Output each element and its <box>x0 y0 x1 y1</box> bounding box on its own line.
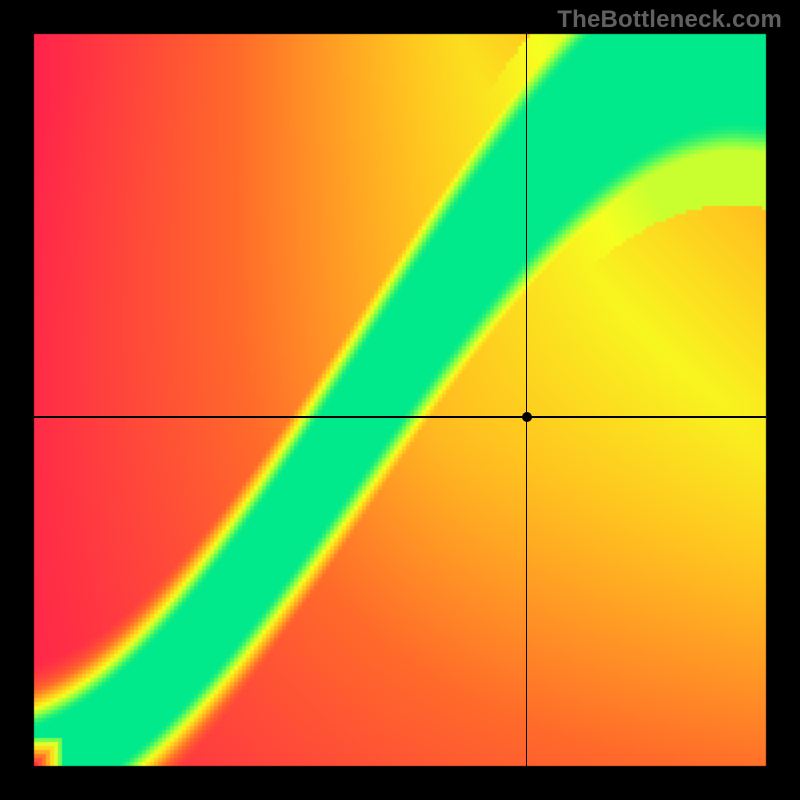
crosshair-marker <box>522 412 532 422</box>
chart-container: TheBottleneck.com <box>0 0 800 800</box>
heatmap-canvas <box>0 0 800 800</box>
watermark-text: TheBottleneck.com <box>557 6 782 34</box>
